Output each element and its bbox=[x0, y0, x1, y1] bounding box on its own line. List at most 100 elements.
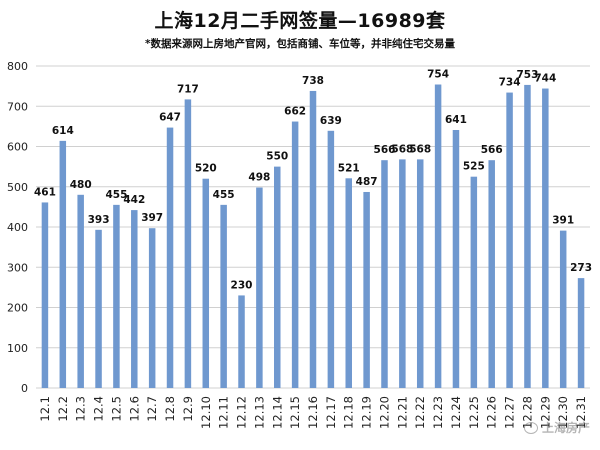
bar bbox=[202, 178, 210, 388]
bar bbox=[434, 84, 442, 388]
data-label: 641 bbox=[445, 114, 467, 126]
bar bbox=[577, 278, 585, 388]
data-label: 717 bbox=[177, 83, 199, 95]
x-tick-label: 12.17 bbox=[324, 396, 338, 429]
wechat-icon bbox=[523, 421, 538, 434]
x-tick-label: 12.23 bbox=[431, 396, 445, 429]
x-tick-label: 12.25 bbox=[467, 396, 481, 429]
bar bbox=[148, 228, 156, 388]
data-label: 568 bbox=[391, 143, 413, 155]
data-label: 754 bbox=[427, 69, 449, 81]
bar bbox=[166, 127, 174, 389]
x-tick-label: 12.11 bbox=[217, 396, 231, 429]
y-tick-label: 300 bbox=[7, 261, 28, 274]
data-label: 753 bbox=[516, 69, 538, 81]
bar bbox=[238, 295, 245, 388]
bar bbox=[95, 229, 102, 388]
x-tick-label: 12.4 bbox=[92, 396, 106, 422]
bar bbox=[291, 121, 299, 389]
x-tick-label: 12.5 bbox=[109, 396, 123, 422]
bar bbox=[345, 178, 352, 388]
bar bbox=[274, 166, 281, 388]
bar bbox=[77, 194, 84, 388]
x-tick-label: 12.10 bbox=[199, 396, 213, 429]
x-tick-label: 12.22 bbox=[413, 396, 427, 429]
bar bbox=[488, 160, 495, 388]
data-label: 662 bbox=[284, 106, 306, 118]
data-label: 487 bbox=[356, 176, 378, 188]
x-tick-label: 12.21 bbox=[395, 396, 409, 429]
data-label: 566 bbox=[481, 144, 503, 156]
x-tick-label: 12.14 bbox=[270, 396, 284, 429]
x-tick-label: 12.15 bbox=[288, 396, 302, 429]
data-label: 498 bbox=[248, 172, 270, 184]
x-tick-label: 12.26 bbox=[485, 396, 499, 429]
bar bbox=[327, 130, 335, 389]
data-label: 738 bbox=[302, 75, 324, 87]
y-axis-ticks: 0 100 200 300 400 500 600 700 800 bbox=[7, 60, 28, 395]
bar bbox=[59, 140, 67, 388]
data-label: 566 bbox=[374, 144, 396, 156]
x-axis-ticks: 12.1 12.2 12.3 12.4 12.5 12.6 12.7 12.8 12.9 12.1… bbox=[38, 396, 588, 429]
watermark: 上海房产 bbox=[523, 419, 590, 436]
bar bbox=[131, 210, 138, 388]
bar bbox=[113, 204, 120, 388]
x-tick-label: 12.29 bbox=[538, 396, 552, 429]
x-tick-label: 12.2 bbox=[56, 396, 70, 422]
bar bbox=[524, 84, 531, 388]
data-label: 568 bbox=[409, 143, 431, 155]
bar bbox=[452, 129, 460, 388]
data-label: 461 bbox=[34, 186, 56, 198]
data-label: 455 bbox=[213, 189, 235, 201]
x-tick-label: 12.30 bbox=[556, 396, 570, 429]
data-label: 520 bbox=[195, 163, 217, 175]
x-tick-label: 12.7 bbox=[145, 396, 159, 422]
bar bbox=[309, 90, 317, 388]
x-tick-label: 12.13 bbox=[252, 396, 266, 429]
data-label: 550 bbox=[266, 151, 288, 163]
bar bbox=[363, 191, 370, 388]
data-label: 273 bbox=[570, 262, 592, 274]
watermark-text: 上海房产 bbox=[541, 421, 590, 435]
data-label: 397 bbox=[141, 212, 163, 224]
x-tick-label: 12.20 bbox=[377, 396, 391, 429]
data-label: 525 bbox=[463, 161, 485, 173]
y-tick-label: 100 bbox=[7, 342, 28, 355]
x-tick-label: 12.6 bbox=[127, 396, 141, 422]
y-tick-label: 0 bbox=[21, 382, 28, 395]
x-tick-label: 12.27 bbox=[503, 396, 517, 429]
bar bbox=[184, 99, 192, 388]
x-tick-label: 12.18 bbox=[342, 396, 356, 429]
x-tick-label: 12.19 bbox=[360, 396, 374, 429]
data-label: 614 bbox=[52, 125, 74, 137]
x-tick-label: 12.31 bbox=[574, 396, 588, 429]
x-tick-label: 12.12 bbox=[235, 396, 249, 429]
data-label: 480 bbox=[70, 179, 92, 191]
data-label: 639 bbox=[320, 115, 342, 127]
y-tick-label: 500 bbox=[7, 181, 28, 194]
y-tick-label: 700 bbox=[7, 100, 28, 113]
data-label: 744 bbox=[534, 73, 556, 85]
x-tick-label: 12.8 bbox=[163, 396, 177, 422]
bar bbox=[559, 230, 567, 388]
x-tick-label: 12.1 bbox=[38, 396, 52, 422]
data-label: 230 bbox=[231, 279, 253, 291]
data-label: 521 bbox=[338, 162, 360, 174]
data-label: 647 bbox=[159, 112, 181, 124]
bar bbox=[506, 92, 513, 388]
bar bbox=[220, 204, 227, 388]
chart-title: 上海12月二手网签量—16989套 bbox=[154, 10, 446, 32]
bar bbox=[416, 159, 424, 388]
x-tick-label: 12.16 bbox=[306, 396, 320, 429]
bar bbox=[256, 187, 263, 388]
x-tick-label: 12.3 bbox=[74, 396, 88, 422]
bar bbox=[381, 160, 388, 388]
data-labels: 4616144803934554423976477175204552304985… bbox=[34, 69, 592, 292]
bar bbox=[41, 202, 49, 388]
y-tick-label: 800 bbox=[7, 60, 28, 73]
data-label: 734 bbox=[499, 77, 521, 89]
y-tick-label: 600 bbox=[7, 141, 28, 154]
data-label: 391 bbox=[552, 215, 574, 227]
x-tick-label: 12.28 bbox=[520, 396, 534, 429]
